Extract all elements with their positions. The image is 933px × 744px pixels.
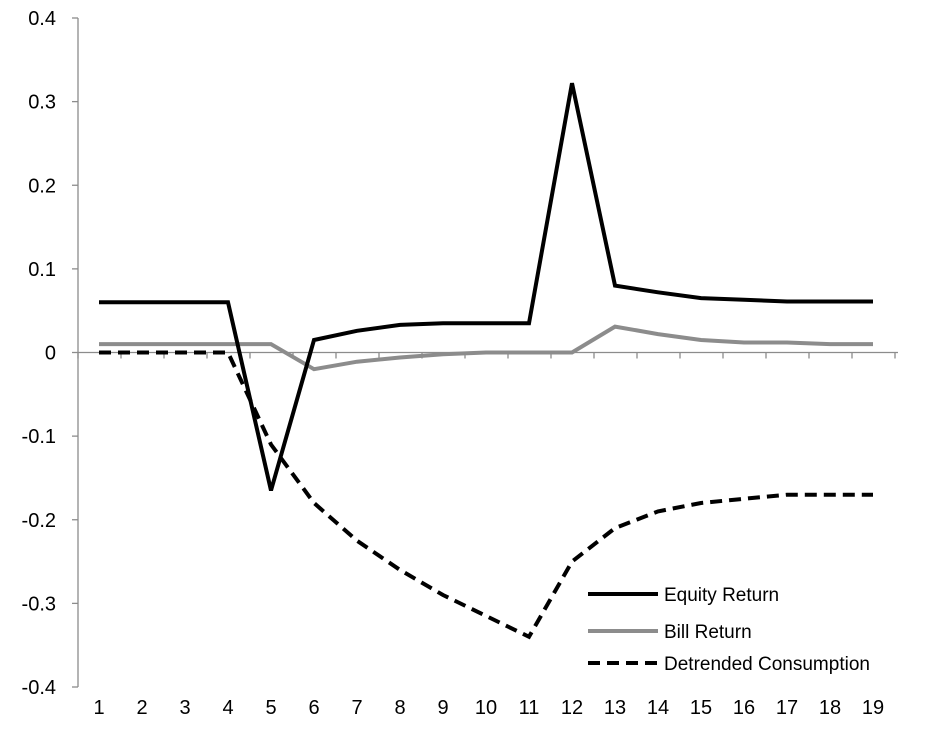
y-tick-label: -0.4 <box>22 677 56 699</box>
x-tick-label: 13 <box>604 697 626 719</box>
x-tick-label: 9 <box>437 697 448 719</box>
x-tick-label: 14 <box>647 697 669 719</box>
x-tick-label: 6 <box>308 697 319 719</box>
legend-label: Bill Return <box>664 622 752 643</box>
x-tick-label: 16 <box>733 697 755 719</box>
x-axis-ticks: 1 2 3 4 5 6 7 8 9 10 11 12 13 14 15 16 17 18 19 <box>77 352 896 719</box>
legend: Equity Return Bill Return Detrended Consum… <box>588 585 870 675</box>
x-tick-label: 11 <box>519 697 540 719</box>
legend-label: Equity Return <box>664 585 779 606</box>
x-tick-label: 12 <box>561 697 583 719</box>
x-tick-label: 18 <box>819 697 841 719</box>
y-axis-ticks: 0.4 0.3 0.2 0.1 0 -0.1 -0.2 -0.3 -0.4 <box>22 8 78 699</box>
y-tick-label: -0.1 <box>22 426 56 448</box>
y-tick-label: 0.4 <box>28 8 56 30</box>
x-tick-label: 4 <box>222 697 233 719</box>
series-layer <box>99 82 873 640</box>
y-tick-label: -0.2 <box>22 510 56 532</box>
x-tick-label: 3 <box>179 697 190 719</box>
x-tick-label: 19 <box>862 697 884 719</box>
x-tick-label: 17 <box>776 697 798 719</box>
y-tick-label: 0.1 <box>28 259 56 281</box>
x-tick-label: 8 <box>394 697 405 719</box>
series-line-equity-return <box>99 82 873 492</box>
x-tick-label: 15 <box>690 697 712 719</box>
y-tick-label: 0.3 <box>28 92 56 114</box>
x-tick-label: 2 <box>136 697 147 719</box>
x-tick-label: 1 <box>93 697 104 719</box>
y-tick-label: 0 <box>45 343 56 365</box>
y-tick-label: 0.2 <box>28 175 56 197</box>
legend-label: Detrended Consumption <box>664 654 870 675</box>
y-tick-label: -0.3 <box>22 593 56 615</box>
x-tick-label: 7 <box>351 697 362 719</box>
x-tick-label: 10 <box>475 697 497 719</box>
series-line-bill-return <box>99 324 873 372</box>
x-tick-label: 5 <box>265 697 276 719</box>
